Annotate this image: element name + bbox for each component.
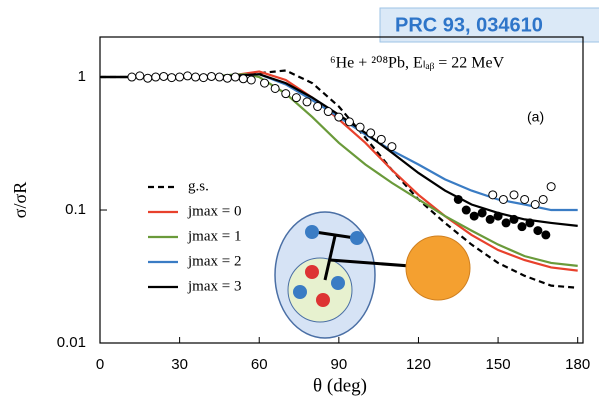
data-point xyxy=(509,190,519,200)
data-point xyxy=(199,73,208,83)
data-point xyxy=(143,73,153,83)
x-axis-label: θ (deg) xyxy=(313,375,367,396)
x-tick-label: 0 xyxy=(96,356,104,373)
data-point xyxy=(355,122,365,132)
y-tick-label: 0.01 xyxy=(57,334,86,351)
x-tick-label: 60 xyxy=(251,356,268,373)
line xyxy=(100,69,578,289)
data-point xyxy=(175,72,185,82)
data-point xyxy=(485,214,495,224)
illustration xyxy=(274,211,471,339)
data-point xyxy=(477,208,487,218)
data-point xyxy=(366,128,376,138)
data-point xyxy=(493,211,503,221)
data-point xyxy=(541,230,551,240)
data-point xyxy=(509,214,519,224)
data-point xyxy=(206,71,216,81)
data-point xyxy=(222,73,232,83)
data-point xyxy=(191,72,201,82)
legend-label: jmax = 0 xyxy=(187,203,241,219)
data-point xyxy=(313,102,323,112)
data-point xyxy=(151,72,161,82)
data-point xyxy=(238,74,248,84)
data-point xyxy=(270,83,280,93)
annotation: (a) xyxy=(527,109,544,125)
data-point xyxy=(387,142,397,152)
annotation: ⁶He + ²⁰⁸Pb, Eₗₐᵦ = 22 MeV xyxy=(330,55,505,72)
title-box xyxy=(379,7,599,43)
legend-label: jmax = 3 xyxy=(187,278,241,294)
x-tick-label: 150 xyxy=(486,356,511,373)
data-point xyxy=(230,72,240,82)
data-point xyxy=(520,194,530,204)
data-point xyxy=(214,72,224,82)
data-point xyxy=(533,226,543,236)
y-axis-label: σ/σR xyxy=(10,182,30,218)
data-point xyxy=(127,72,137,82)
data-point xyxy=(525,218,535,228)
data-point xyxy=(546,182,556,192)
data-point xyxy=(167,73,177,83)
data-point xyxy=(260,78,270,88)
data-point xyxy=(334,112,344,122)
data-point xyxy=(517,222,527,232)
x-tick-label: 90 xyxy=(331,356,348,373)
chart-title: PRC 93, 034610 xyxy=(395,14,543,36)
data-point xyxy=(469,211,479,221)
x-tick-label: 120 xyxy=(406,356,431,373)
data-point xyxy=(159,71,169,81)
data-point xyxy=(538,194,548,204)
legend-label: g.s. xyxy=(188,178,209,194)
y-tick-label: 0.1 xyxy=(65,201,86,218)
data-point xyxy=(246,75,256,85)
legend-label: jmax = 1 xyxy=(187,228,241,244)
data-point xyxy=(488,190,498,200)
data-point xyxy=(453,194,463,204)
legend-label: jmax = 2 xyxy=(187,253,241,269)
data-point xyxy=(323,107,333,117)
data-point xyxy=(461,205,471,215)
data-point xyxy=(135,71,145,81)
y-tick-label: 1 xyxy=(78,68,86,85)
data-point xyxy=(376,134,386,144)
data-point xyxy=(183,71,193,81)
data-point xyxy=(281,89,291,99)
data-point xyxy=(302,97,312,107)
data-point xyxy=(530,200,540,210)
data-point xyxy=(291,93,301,103)
x-tick-label: 30 xyxy=(171,356,188,373)
data-point xyxy=(344,117,354,127)
plot-frame xyxy=(99,36,584,344)
data-point xyxy=(498,194,508,204)
data-point xyxy=(501,218,511,228)
x-tick-label: 180 xyxy=(565,356,590,373)
